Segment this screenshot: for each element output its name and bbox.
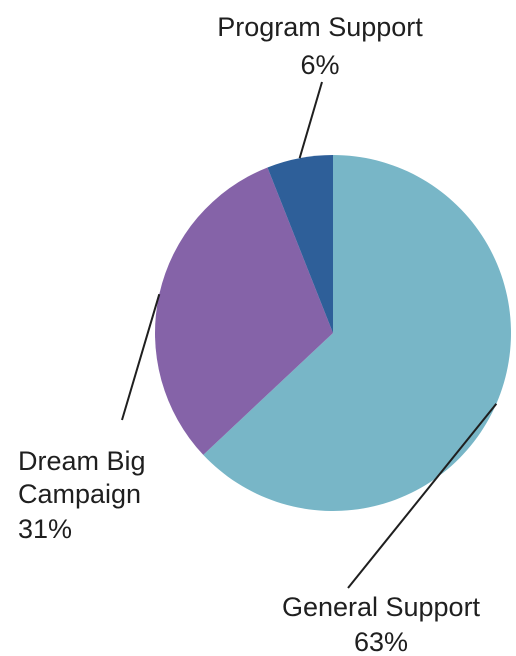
label-dream-big-line2: Campaign <box>18 479 141 509</box>
pie-slice-program-support <box>267 155 333 333</box>
label-program-support-value: 6% <box>300 50 339 80</box>
label-general-support-name: General Support <box>282 592 481 622</box>
leader-lines <box>121 81 498 589</box>
pie-slices <box>154 155 511 512</box>
leader-line-program-support <box>298 81 323 159</box>
leader-line-general-support <box>347 403 498 589</box>
label-dream-big-value: 31% <box>18 514 72 544</box>
pie-slice-general-support <box>203 155 511 512</box>
pie-slice-dream-big-campaign <box>154 167 333 455</box>
label-dream-big-line1: Dream Big <box>18 446 146 476</box>
label-program-support-name: Program Support <box>217 12 423 42</box>
leader-line-dream-big-campaign <box>121 293 161 421</box>
label-general-support-value: 63% <box>354 627 408 656</box>
